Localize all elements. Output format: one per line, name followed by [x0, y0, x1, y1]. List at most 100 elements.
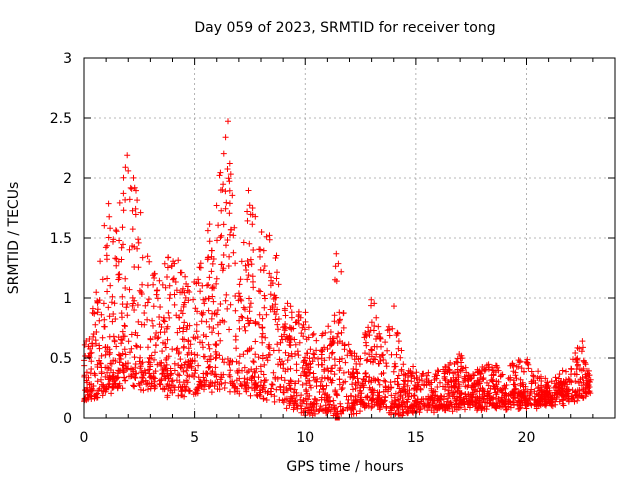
- data-point: [216, 352, 223, 359]
- data-point: [461, 377, 468, 384]
- data-point: [131, 383, 138, 390]
- data-point: [252, 351, 259, 358]
- data-point: [226, 178, 233, 185]
- data-point: [150, 370, 157, 377]
- data-point: [122, 196, 129, 203]
- data-point: [179, 392, 186, 399]
- data-point: [195, 276, 202, 283]
- data-point: [288, 350, 295, 357]
- data-point: [324, 407, 331, 414]
- data-point: [317, 403, 324, 410]
- data-point: [133, 342, 139, 349]
- data-point: [180, 368, 187, 375]
- data-point: [183, 367, 190, 374]
- data-point: [391, 394, 398, 401]
- data-point: [465, 378, 472, 384]
- data-point: [492, 383, 499, 390]
- data-point: [305, 377, 311, 384]
- data-point: [318, 351, 325, 358]
- data-point: [238, 383, 245, 390]
- data-point: [227, 231, 233, 238]
- data-point: [487, 399, 494, 406]
- data-point: [249, 221, 256, 228]
- data-point: [217, 169, 224, 176]
- data-point: [244, 208, 251, 215]
- data-point: [236, 353, 243, 360]
- data-point: [94, 378, 101, 385]
- data-point: [121, 333, 128, 340]
- data-point: [556, 371, 563, 378]
- data-point: [395, 372, 402, 379]
- data-point: [270, 347, 277, 354]
- data-point: [120, 207, 127, 214]
- y-tick-label: 1: [63, 291, 72, 307]
- data-point: [574, 391, 581, 398]
- data-point: [262, 334, 269, 341]
- data-point: [218, 371, 225, 378]
- data-point: [88, 358, 95, 365]
- data-point: [368, 319, 375, 326]
- data-point: [444, 405, 451, 412]
- data-point: [297, 372, 304, 379]
- data-point: [295, 352, 302, 359]
- data-point: [269, 303, 276, 309]
- data-point: [244, 369, 251, 376]
- data-point: [526, 395, 533, 402]
- data-point: [291, 386, 298, 393]
- data-point: [339, 407, 346, 414]
- data-point: [338, 268, 345, 275]
- data-point: [287, 393, 294, 400]
- data-point: [365, 378, 372, 385]
- data-point: [99, 392, 106, 399]
- data-point: [164, 367, 171, 374]
- data-point: [309, 332, 316, 338]
- data-point: [120, 174, 127, 181]
- data-point: [324, 346, 331, 352]
- data-point: [321, 344, 328, 351]
- data-point: [110, 333, 117, 340]
- data-point: [267, 291, 274, 298]
- data-point: [455, 385, 462, 392]
- data-point: [525, 365, 532, 372]
- data-point: [232, 307, 239, 314]
- data-point: [118, 336, 125, 343]
- data-point: [214, 307, 221, 314]
- data-point: [480, 375, 487, 381]
- data-point: [459, 367, 465, 374]
- data-point: [206, 323, 213, 330]
- data-point: [168, 378, 175, 385]
- data-point: [142, 302, 149, 309]
- data-point: [222, 134, 229, 141]
- data-point: [546, 400, 553, 407]
- data-point: [142, 377, 149, 384]
- data-point: [524, 356, 531, 363]
- data-point: [572, 378, 579, 385]
- data-point: [556, 398, 563, 405]
- data-point: [568, 365, 575, 372]
- data-point: [332, 362, 338, 369]
- data-point: [89, 309, 96, 316]
- data-point: [105, 200, 112, 207]
- data-point: [282, 321, 289, 327]
- data-point: [171, 301, 178, 308]
- data-point: [436, 401, 443, 408]
- data-point: [184, 351, 191, 358]
- data-point: [295, 320, 302, 327]
- data-point: [371, 300, 378, 307]
- data-point: [191, 279, 198, 285]
- data-point: [582, 371, 589, 378]
- data-point: [580, 394, 587, 401]
- data-point: [462, 406, 468, 413]
- data-point: [133, 343, 140, 350]
- data-point: [397, 354, 404, 361]
- data-point: [384, 347, 391, 354]
- data-point: [368, 389, 375, 396]
- data-point: [135, 264, 142, 271]
- data-point: [399, 406, 406, 413]
- data-point: [109, 293, 116, 300]
- data-point: [215, 222, 222, 229]
- data-point: [266, 270, 273, 277]
- data-point: [258, 229, 265, 235]
- data-point: [145, 296, 152, 303]
- data-point: [326, 393, 333, 400]
